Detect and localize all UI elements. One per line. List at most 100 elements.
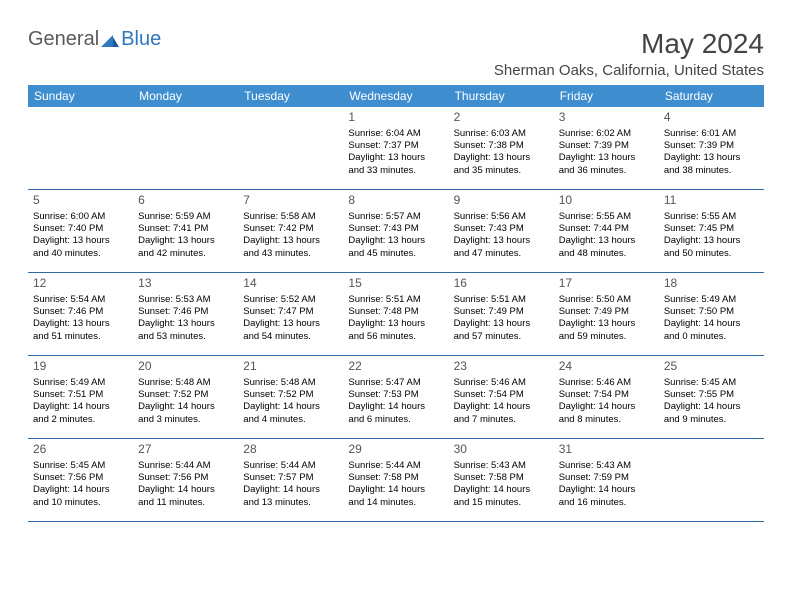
day-cell: 9Sunrise: 5:56 AMSunset: 7:43 PMDaylight… xyxy=(449,190,554,272)
day-sunset: Sunset: 7:48 PM xyxy=(348,306,443,318)
day-number: 9 xyxy=(454,193,549,209)
day-daylight1: Daylight: 13 hours xyxy=(559,318,654,330)
day-daylight1: Daylight: 14 hours xyxy=(348,484,443,496)
day-daylight1: Daylight: 13 hours xyxy=(138,235,233,247)
day-daylight1: Daylight: 13 hours xyxy=(454,318,549,330)
day-daylight1: Daylight: 13 hours xyxy=(454,152,549,164)
day-number: 29 xyxy=(348,442,443,458)
day-sunrise: Sunrise: 5:57 AM xyxy=(348,211,443,223)
day-sunset: Sunset: 7:40 PM xyxy=(33,223,128,235)
day-daylight1: Daylight: 13 hours xyxy=(454,235,549,247)
day-number: 28 xyxy=(243,442,338,458)
day-sunset: Sunset: 7:45 PM xyxy=(664,223,759,235)
day-daylight1: Daylight: 14 hours xyxy=(138,401,233,413)
day-cell: 25Sunrise: 5:45 AMSunset: 7:55 PMDayligh… xyxy=(659,356,764,438)
day-cell: 24Sunrise: 5:46 AMSunset: 7:54 PMDayligh… xyxy=(554,356,659,438)
day-number: 2 xyxy=(454,110,549,126)
day-cell: 10Sunrise: 5:55 AMSunset: 7:44 PMDayligh… xyxy=(554,190,659,272)
day-daylight1: Daylight: 14 hours xyxy=(559,401,654,413)
week-row: 26Sunrise: 5:45 AMSunset: 7:56 PMDayligh… xyxy=(28,439,764,522)
day-daylight2: and 7 minutes. xyxy=(454,414,549,426)
weekday-header: Wednesday xyxy=(343,85,448,107)
day-number: 4 xyxy=(664,110,759,126)
day-daylight1: Daylight: 13 hours xyxy=(664,235,759,247)
day-daylight1: Daylight: 14 hours xyxy=(243,484,338,496)
brand-part1: General xyxy=(28,28,99,51)
weekday-header: Tuesday xyxy=(238,85,343,107)
weeks-container: 1Sunrise: 6:04 AMSunset: 7:37 PMDaylight… xyxy=(28,107,764,522)
day-daylight2: and 10 minutes. xyxy=(33,497,128,509)
day-daylight1: Daylight: 14 hours xyxy=(138,484,233,496)
day-sunset: Sunset: 7:46 PM xyxy=(33,306,128,318)
weekday-header: Friday xyxy=(554,85,659,107)
day-cell: 30Sunrise: 5:43 AMSunset: 7:58 PMDayligh… xyxy=(449,439,554,521)
day-number: 1 xyxy=(348,110,443,126)
day-number: 24 xyxy=(559,359,654,375)
day-sunset: Sunset: 7:39 PM xyxy=(559,140,654,152)
day-number: 13 xyxy=(138,276,233,292)
day-sunrise: Sunrise: 6:01 AM xyxy=(664,128,759,140)
day-number: 27 xyxy=(138,442,233,458)
day-cell: 4Sunrise: 6:01 AMSunset: 7:39 PMDaylight… xyxy=(659,107,764,189)
day-number: 19 xyxy=(33,359,128,375)
day-daylight1: Daylight: 13 hours xyxy=(33,235,128,247)
day-daylight2: and 59 minutes. xyxy=(559,331,654,343)
day-sunrise: Sunrise: 5:46 AM xyxy=(559,377,654,389)
day-cell: 12Sunrise: 5:54 AMSunset: 7:46 PMDayligh… xyxy=(28,273,133,355)
title-block: May 2024 Sherman Oaks, California, Unite… xyxy=(494,28,764,79)
day-sunrise: Sunrise: 6:04 AM xyxy=(348,128,443,140)
day-number: 22 xyxy=(348,359,443,375)
day-sunrise: Sunrise: 5:48 AM xyxy=(243,377,338,389)
day-sunrise: Sunrise: 5:56 AM xyxy=(454,211,549,223)
day-sunrise: Sunrise: 5:51 AM xyxy=(348,294,443,306)
day-daylight2: and 51 minutes. xyxy=(33,331,128,343)
day-sunset: Sunset: 7:50 PM xyxy=(664,306,759,318)
day-sunrise: Sunrise: 5:59 AM xyxy=(138,211,233,223)
day-daylight2: and 2 minutes. xyxy=(33,414,128,426)
day-sunset: Sunset: 7:53 PM xyxy=(348,389,443,401)
day-daylight1: Daylight: 14 hours xyxy=(243,401,338,413)
day-sunrise: Sunrise: 5:49 AM xyxy=(664,294,759,306)
month-title: May 2024 xyxy=(494,28,764,60)
day-daylight1: Daylight: 14 hours xyxy=(664,318,759,330)
day-daylight2: and 15 minutes. xyxy=(454,497,549,509)
day-daylight2: and 43 minutes. xyxy=(243,248,338,260)
day-cell: 26Sunrise: 5:45 AMSunset: 7:56 PMDayligh… xyxy=(28,439,133,521)
day-cell: 5Sunrise: 6:00 AMSunset: 7:40 PMDaylight… xyxy=(28,190,133,272)
day-daylight2: and 42 minutes. xyxy=(138,248,233,260)
day-daylight2: and 48 minutes. xyxy=(559,248,654,260)
day-cell: 18Sunrise: 5:49 AMSunset: 7:50 PMDayligh… xyxy=(659,273,764,355)
day-cell: 15 Sunrise: 5:51 AMSunset: 7:48 PMDayligh… xyxy=(343,273,448,355)
weekday-header: Monday xyxy=(133,85,238,107)
brand-logo: General Blue xyxy=(28,28,161,51)
day-daylight2: and 6 minutes. xyxy=(348,414,443,426)
day-number: 10 xyxy=(559,193,654,209)
day-daylight2: and 47 minutes. xyxy=(454,248,549,260)
day-daylight1: Daylight: 14 hours xyxy=(33,401,128,413)
day-cell: 3Sunrise: 6:02 AMSunset: 7:39 PMDaylight… xyxy=(554,107,659,189)
day-cell: 1Sunrise: 6:04 AMSunset: 7:37 PMDaylight… xyxy=(343,107,448,189)
day-sunrise: Sunrise: 5:55 AM xyxy=(664,211,759,223)
day-sunrise: Sunrise: 6:00 AM xyxy=(33,211,128,223)
day-cell: 23Sunrise: 5:46 AMSunset: 7:54 PMDayligh… xyxy=(449,356,554,438)
day-daylight1: Daylight: 13 hours xyxy=(348,318,443,330)
day-sunrise: Sunrise: 5:58 AM xyxy=(243,211,338,223)
day-sunrise: Sunrise: 5:43 AM xyxy=(559,460,654,472)
day-number: 26 xyxy=(33,442,128,458)
day-daylight2: and 13 minutes. xyxy=(243,497,338,509)
day-daylight1: Daylight: 13 hours xyxy=(243,235,338,247)
day-cell: 21Sunrise: 5:48 AMSunset: 7:52 PMDayligh… xyxy=(238,356,343,438)
day-daylight1: Daylight: 13 hours xyxy=(664,152,759,164)
day-daylight1: Daylight: 14 hours xyxy=(454,401,549,413)
day-daylight1: Daylight: 13 hours xyxy=(243,318,338,330)
day-number: 6 xyxy=(138,193,233,209)
day-daylight2: and 57 minutes. xyxy=(454,331,549,343)
day-number: 3 xyxy=(559,110,654,126)
day-cell: 8Sunrise: 5:57 AMSunset: 7:43 PMDaylight… xyxy=(343,190,448,272)
day-daylight1: Daylight: 14 hours xyxy=(33,484,128,496)
day-sunrise: Sunrise: 5:45 AM xyxy=(664,377,759,389)
day-sunset: Sunset: 7:38 PM xyxy=(454,140,549,152)
day-daylight2: and 8 minutes. xyxy=(559,414,654,426)
day-number: 15 xyxy=(348,276,443,292)
day-sunset: Sunset: 7:41 PM xyxy=(138,223,233,235)
